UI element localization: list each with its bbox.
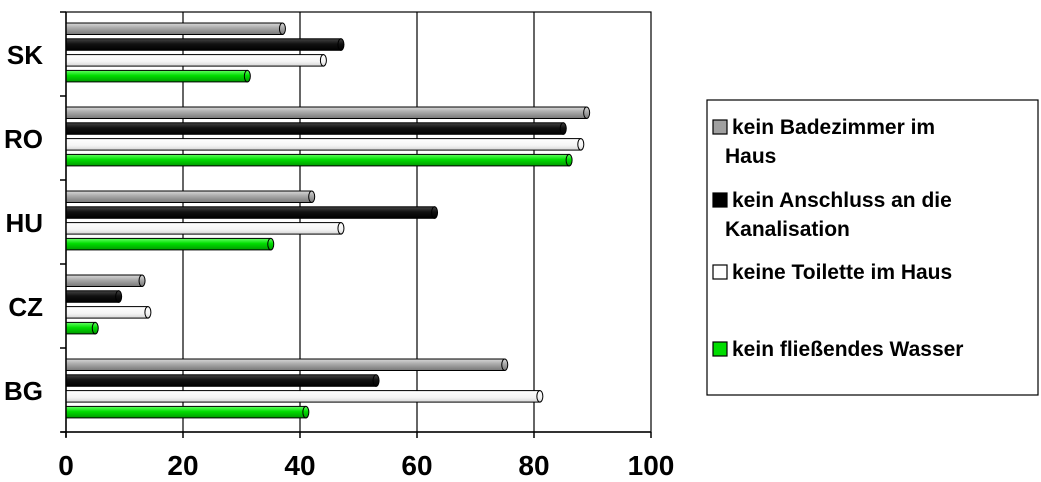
y-tick-label: SK [7, 40, 43, 70]
legend-swatch [712, 264, 728, 280]
legend-label: keine Toilette im Haus [732, 261, 952, 284]
bar [65, 321, 99, 335]
bar [65, 69, 251, 83]
axes: SK RO HU CZ BG 0 20 40 60 80 100 [4, 11, 675, 481]
legend-label: kein fließendes Wasser [732, 338, 963, 361]
bars [65, 22, 591, 419]
bar [65, 405, 310, 419]
bar [65, 153, 573, 167]
legend-label: Haus [725, 145, 776, 168]
bar [65, 38, 345, 51]
bar [65, 274, 146, 287]
x-tick-label: 20 [167, 450, 198, 481]
y-tick-label: RO [4, 124, 43, 154]
bar [65, 190, 316, 203]
legend-label: kein Badezimmer im [732, 116, 935, 139]
bar [65, 138, 585, 151]
bar [65, 374, 380, 387]
legend: kein Badezimmer im Haus kein Anschluss an … [706, 99, 1039, 396]
legend-swatch [712, 119, 728, 135]
bar [65, 54, 327, 67]
legend-entry: keine Toilette im Haus [712, 261, 952, 284]
legend-entry: kein fließendes Wasser [712, 338, 963, 361]
bar [65, 206, 439, 219]
legend-box [706, 99, 1039, 396]
legend-entry: kein Badezimmer im Haus [712, 116, 935, 168]
bar [65, 290, 123, 303]
bar [65, 22, 286, 35]
legend-label: Kanalisation [725, 218, 850, 241]
x-tick-label: 60 [401, 450, 432, 481]
legend-swatch [712, 341, 728, 357]
legend-entry: kein Anschluss an die Kanalisation [712, 189, 952, 241]
y-tick-label: CZ [8, 292, 43, 322]
legend-swatch [712, 192, 728, 208]
legend-label: kein Anschluss an die [732, 189, 952, 212]
bar [65, 306, 152, 319]
x-tick-label: 80 [518, 450, 549, 481]
bar [65, 237, 275, 251]
x-tick-label: 0 [58, 450, 74, 481]
x-tick-label: 40 [284, 450, 315, 481]
y-tick-label: BG [4, 376, 43, 406]
bar [65, 106, 591, 119]
x-tick-label: 100 [628, 450, 675, 481]
y-tick-label: HU [5, 208, 43, 238]
bar [65, 358, 509, 371]
bar [65, 122, 567, 135]
bar [65, 222, 345, 235]
bar [65, 390, 544, 403]
